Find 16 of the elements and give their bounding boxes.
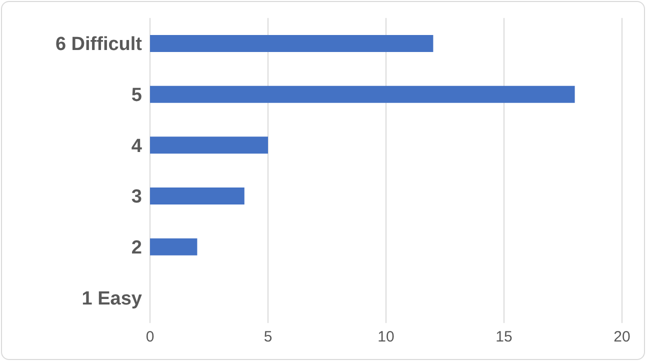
bar — [150, 86, 575, 103]
bar — [150, 35, 434, 52]
y-tick-label: 6 Difficult — [55, 34, 143, 56]
bar — [150, 238, 198, 256]
y-tick-label: 4 — [131, 136, 142, 157]
x-tick-label: 15 — [496, 328, 512, 346]
bar — [150, 188, 244, 204]
y-tick-label: 3 — [131, 186, 142, 208]
x-tick-label: 5 — [264, 328, 272, 346]
y-tick-label: 1 Easy — [82, 288, 142, 310]
x-tick-label: 20 — [614, 328, 630, 346]
y-tick-label: 2 — [131, 237, 142, 258]
x-tick-label: 0 — [146, 328, 154, 346]
bar — [150, 136, 268, 154]
y-tick-label: 5 — [131, 84, 142, 106]
x-tick-label: 10 — [378, 328, 394, 346]
